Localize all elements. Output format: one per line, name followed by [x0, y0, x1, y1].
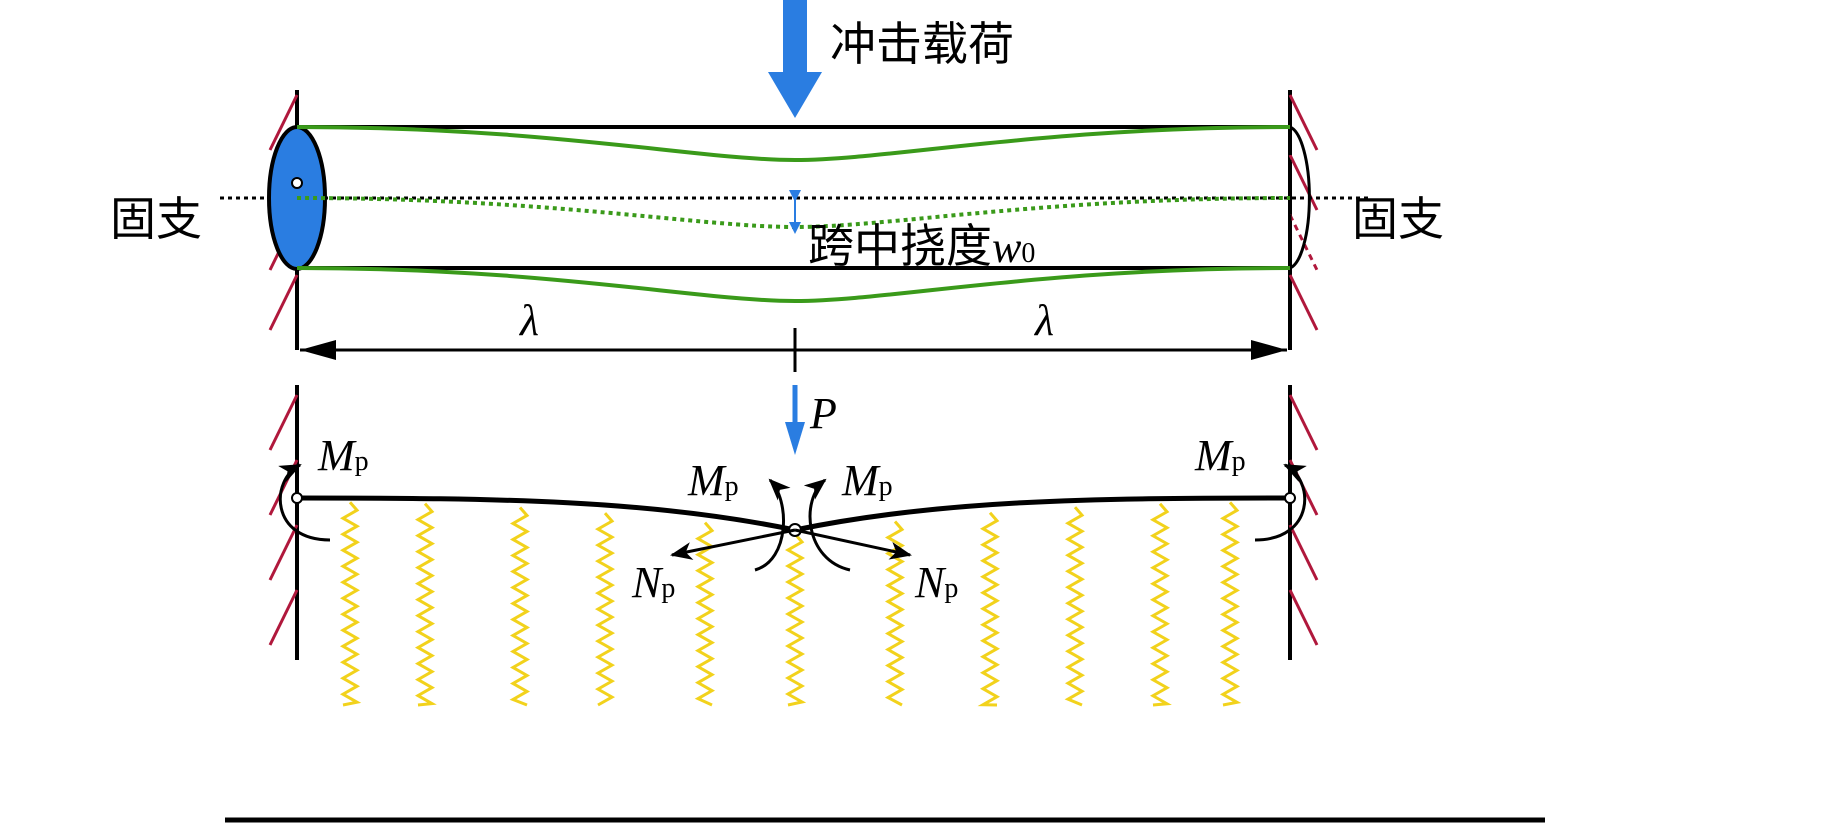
- fixed-support-left-label: 固支: [110, 192, 202, 246]
- fixed-support-right-label: 固支: [1352, 192, 1444, 246]
- spring-foundation: [339, 501, 1242, 707]
- Np-right-label: Np: [914, 558, 958, 607]
- spring: [414, 502, 437, 707]
- spring: [1149, 502, 1172, 707]
- spring: [977, 511, 1001, 707]
- spring: [339, 501, 362, 707]
- spring: [694, 521, 716, 707]
- spring: [784, 533, 807, 707]
- Mp-right-label: Mp: [1194, 431, 1246, 480]
- impact-load-label: 冲击载荷: [830, 17, 1014, 71]
- impact-load-arrow-icon: [768, 0, 822, 118]
- dimension-line: [300, 328, 1287, 372]
- spring: [509, 506, 531, 707]
- Mp-mid-right-label: Mp: [841, 456, 893, 505]
- spring: [884, 520, 906, 707]
- lambda-right-label: λ: [1033, 296, 1054, 345]
- midspan-deflection-label: 跨中挠度w0: [808, 219, 1035, 273]
- point-load-arrow-icon: [785, 385, 805, 455]
- right-wall: [1288, 90, 1319, 660]
- beam-3d: [220, 125, 1370, 304]
- spring: [594, 512, 616, 707]
- Mp-left-label: Mp: [317, 431, 369, 480]
- P-label: P: [809, 389, 837, 438]
- deformed-beam: [278, 463, 1307, 572]
- Np-left-label: Np: [631, 558, 675, 607]
- Mp-mid-left-label: Mp: [687, 456, 739, 505]
- spring: [1219, 501, 1242, 707]
- lambda-left-label: λ: [518, 296, 539, 345]
- spring: [1064, 506, 1086, 707]
